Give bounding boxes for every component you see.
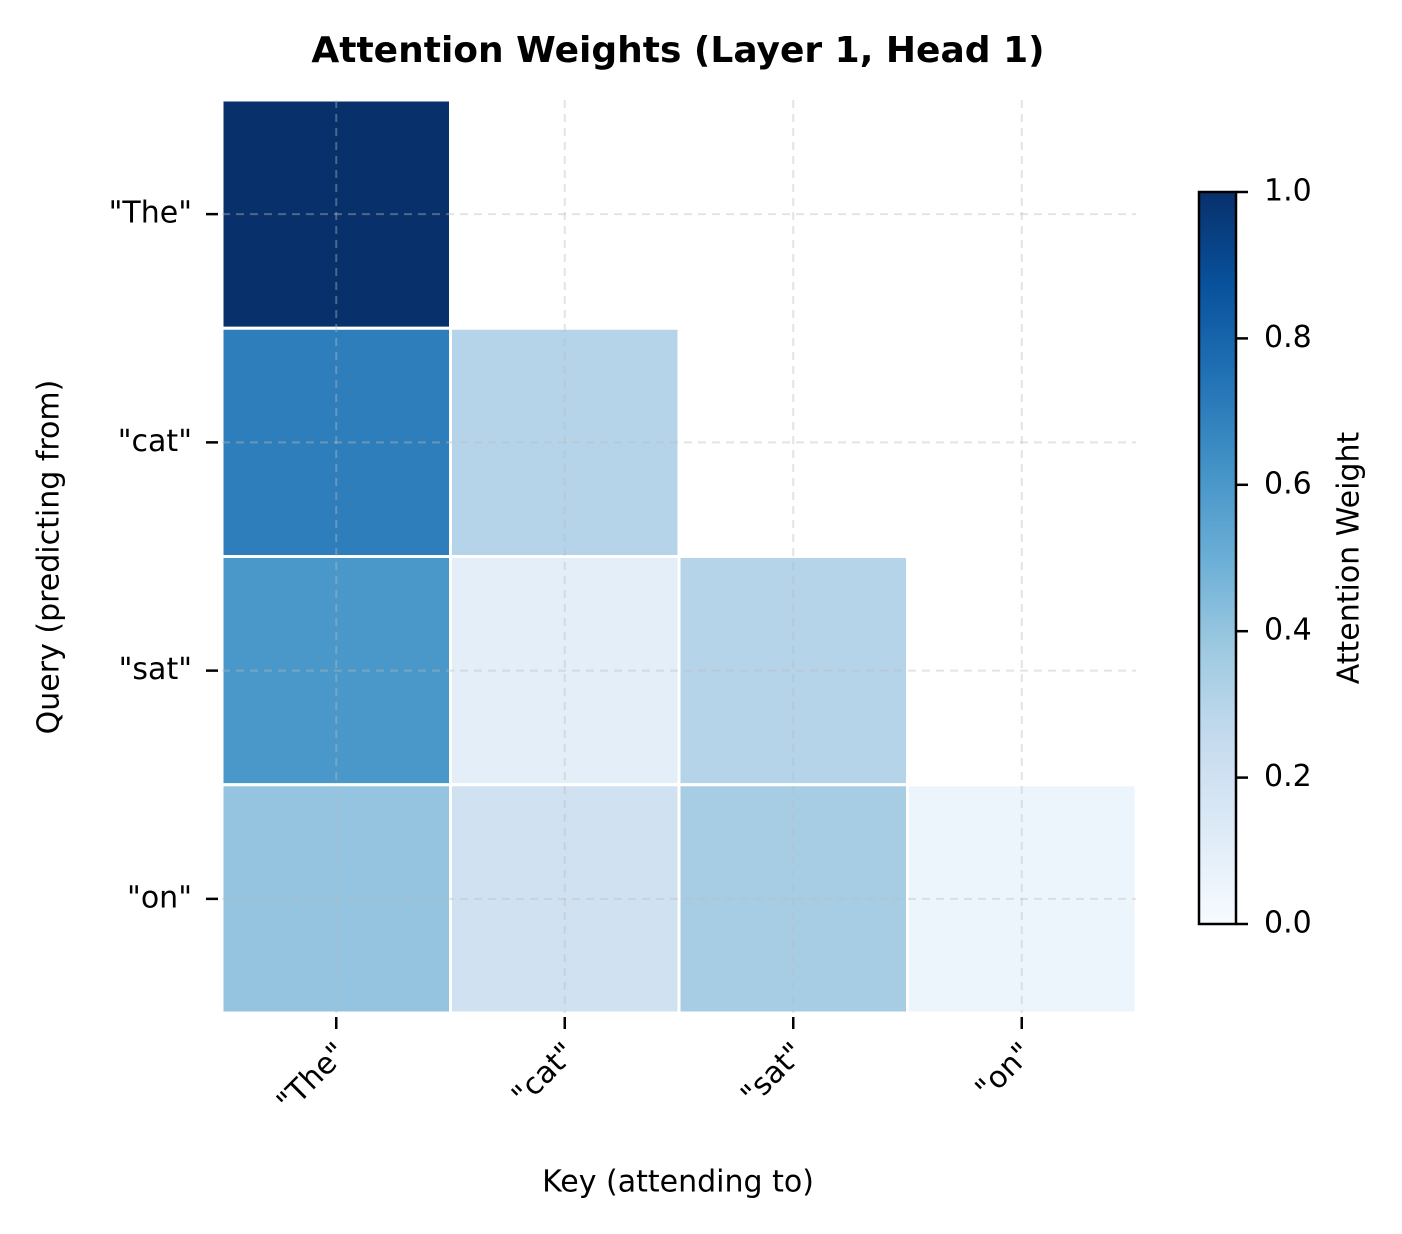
- heatmap-cell: [220, 555, 452, 787]
- x-tick-label: "The": [270, 1036, 354, 1120]
- heatmap-cell: [449, 783, 681, 1015]
- y-tick-label: "sat": [119, 652, 192, 687]
- colorbar-tick-label: 0.0: [1264, 906, 1312, 941]
- heatmap-cell: [677, 555, 909, 787]
- colorbar-tick-label: 1.0: [1264, 174, 1312, 209]
- y-tick-label: "on": [127, 880, 192, 915]
- colorbar-tick-label: 0.2: [1264, 759, 1312, 794]
- heatmap-cell: [449, 326, 681, 558]
- x-tick-label: "on": [969, 1036, 1040, 1107]
- x-axis-label: Key (attending to): [542, 1165, 814, 1200]
- heatmap-cell: [220, 98, 452, 330]
- colorbar-tick-label: 0.6: [1264, 466, 1312, 501]
- heatmap-cell: [220, 326, 452, 558]
- y-axis-label: Query (predicting from): [32, 380, 67, 735]
- x-tick-label: "cat": [505, 1036, 582, 1113]
- colorbar: [1197, 190, 1238, 926]
- colorbar-tick-label: 0.8: [1264, 320, 1312, 355]
- colorbar-tick-label: 0.4: [1264, 613, 1312, 648]
- chart-title: Attention Weights (Layer 1, Head 1): [311, 30, 1044, 71]
- y-tick-label: "The": [109, 196, 192, 231]
- x-tick-label: "sat": [734, 1036, 811, 1113]
- heatmap-cell: [220, 783, 452, 1015]
- heatmap-cell: [677, 783, 909, 1015]
- heatmap-cell: [906, 783, 1138, 1015]
- colorbar-label: Attention Weight: [1332, 432, 1367, 685]
- heatmap-cell: [449, 555, 681, 787]
- y-tick-label: "cat": [118, 424, 192, 459]
